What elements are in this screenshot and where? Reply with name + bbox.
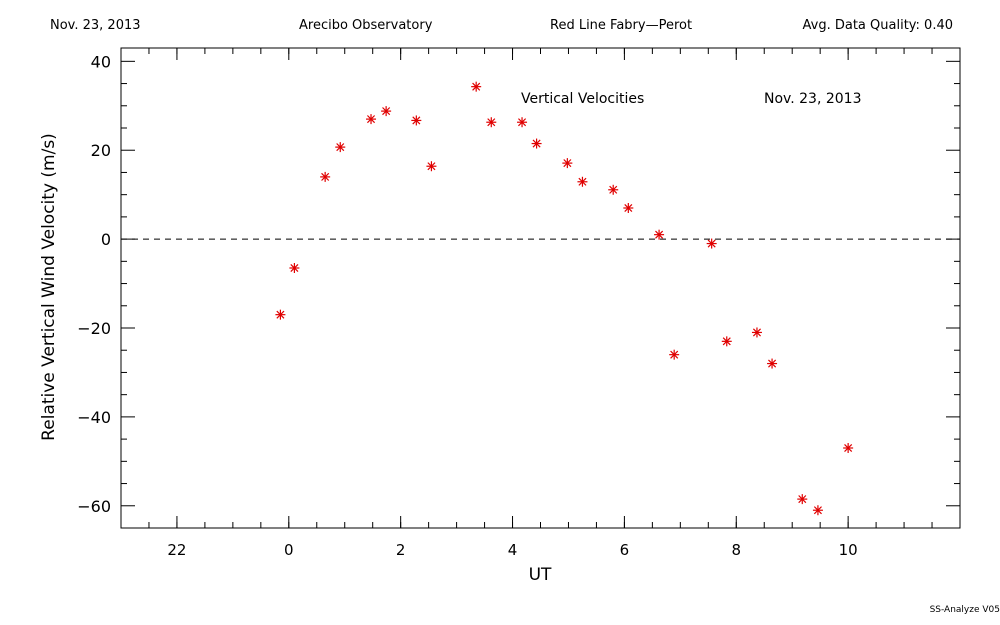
data-point — [843, 443, 854, 453]
header-quality: Avg. Data Quality: 0.40 — [802, 18, 953, 33]
x-axis-label: UT — [529, 565, 552, 585]
axes: 22 0 2 4 6 8 10 40 20 0 −20 −40 −60 — [77, 48, 960, 559]
data-point — [411, 115, 422, 126]
x-tick-label: 22 — [167, 541, 186, 559]
y-tick-label: −20 — [77, 319, 111, 338]
y-tick-label: −60 — [77, 497, 111, 516]
data-point — [577, 176, 588, 187]
data-point — [751, 327, 762, 338]
y-tick-label: 40 — [91, 52, 111, 71]
data-point — [706, 238, 717, 249]
header-site: Arecibo Observatory — [299, 18, 433, 33]
data-point — [275, 309, 286, 320]
data-point — [320, 171, 331, 182]
data-point — [517, 117, 528, 128]
x-tick-label: 2 — [396, 541, 406, 559]
data-point — [767, 358, 778, 369]
plot-frame — [120, 47, 961, 529]
chart-title: Vertical Velocities — [521, 91, 644, 107]
data-point — [562, 158, 573, 169]
data-point — [608, 184, 619, 195]
x-tick-label: 8 — [731, 541, 741, 559]
y-tick-label: 0 — [101, 230, 111, 249]
data-point — [654, 229, 665, 240]
x-tick-label: 10 — [839, 541, 858, 559]
x-tick-label: 0 — [284, 541, 294, 559]
data-point — [366, 114, 377, 125]
chart-annotation: Nov. 23, 2013 — [764, 91, 861, 107]
data-point — [471, 81, 482, 92]
data-point — [623, 203, 634, 213]
x-tick-label: 6 — [620, 541, 630, 559]
data-point — [381, 106, 392, 117]
data-points — [275, 81, 854, 516]
data-point — [486, 117, 497, 128]
data-point — [669, 349, 680, 360]
data-point — [721, 336, 732, 347]
data-point — [797, 494, 808, 505]
y-tick-label: 20 — [91, 141, 111, 160]
data-point — [289, 263, 300, 273]
data-point — [335, 142, 346, 153]
y-axis-label: Relative Vertical Wind Velocity (m/s) — [39, 133, 59, 441]
footer-version: SS-Analyze V05 — [929, 605, 1000, 615]
data-point — [426, 161, 437, 172]
header-instrument: Red Line Fabry—Perot — [550, 18, 693, 33]
y-tick-label: −40 — [77, 408, 111, 427]
data-point — [531, 138, 542, 149]
header-date: Nov. 23, 2013 — [50, 18, 141, 33]
x-tick-label: 4 — [508, 541, 518, 559]
data-point — [812, 505, 823, 516]
